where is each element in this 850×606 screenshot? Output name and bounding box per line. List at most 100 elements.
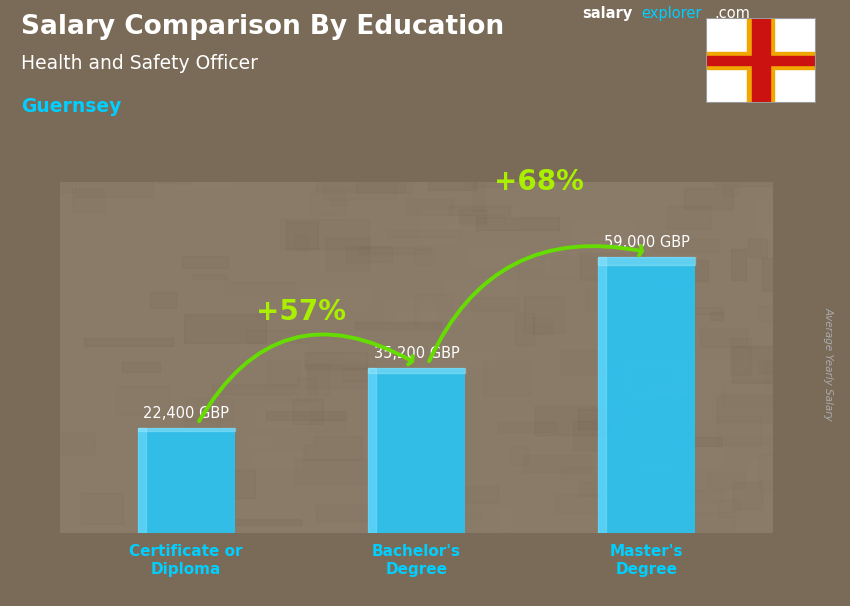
Bar xyxy=(107,312,151,349)
Bar xyxy=(309,420,345,432)
Bar xyxy=(748,239,767,257)
Bar xyxy=(598,257,606,533)
Bar xyxy=(315,505,394,521)
Bar xyxy=(759,305,793,320)
Text: +68%: +68% xyxy=(494,168,583,196)
Bar xyxy=(421,208,457,243)
Bar xyxy=(572,221,632,256)
Bar xyxy=(342,368,413,381)
Bar xyxy=(157,146,190,182)
Bar xyxy=(298,378,316,401)
Bar xyxy=(757,184,780,201)
Bar xyxy=(707,473,745,488)
Bar xyxy=(586,289,669,309)
Bar xyxy=(344,331,406,365)
Bar xyxy=(400,512,479,518)
Text: Health and Safety Officer: Health and Safety Officer xyxy=(21,54,258,73)
Bar xyxy=(485,381,534,404)
Bar xyxy=(332,224,369,234)
Bar xyxy=(428,179,488,191)
Bar xyxy=(533,317,552,333)
Bar xyxy=(138,428,145,533)
Bar xyxy=(755,199,795,236)
Bar xyxy=(246,436,272,447)
Bar xyxy=(483,361,530,395)
Bar xyxy=(616,395,633,402)
Bar xyxy=(82,493,123,524)
Bar xyxy=(219,519,302,525)
Text: Salary Comparison By Education: Salary Comparison By Education xyxy=(21,15,504,40)
Bar xyxy=(717,416,762,445)
Bar xyxy=(778,358,819,388)
Bar xyxy=(535,406,623,435)
Bar xyxy=(186,398,232,419)
Text: explorer: explorer xyxy=(642,6,702,21)
Bar xyxy=(184,314,266,343)
Bar xyxy=(372,485,424,490)
Bar xyxy=(546,253,575,275)
Bar xyxy=(640,445,724,468)
Bar xyxy=(722,381,780,406)
Bar xyxy=(465,176,514,187)
Text: 22,400 GBP: 22,400 GBP xyxy=(143,406,230,421)
Bar xyxy=(265,411,346,420)
Bar xyxy=(205,192,280,201)
Bar xyxy=(561,467,638,479)
Bar xyxy=(679,359,762,391)
Bar xyxy=(421,301,460,324)
Bar xyxy=(385,299,437,321)
Bar xyxy=(58,498,86,503)
Bar xyxy=(759,362,839,373)
Bar xyxy=(781,335,815,368)
Bar xyxy=(267,361,298,386)
Text: Guernsey: Guernsey xyxy=(21,96,122,116)
Bar xyxy=(581,253,643,280)
Bar xyxy=(762,227,850,261)
Bar xyxy=(150,292,177,308)
Bar xyxy=(560,210,622,224)
Bar xyxy=(305,351,367,368)
Bar xyxy=(324,175,394,199)
Bar xyxy=(471,297,518,311)
Bar xyxy=(508,320,555,344)
Bar xyxy=(201,218,273,225)
Bar xyxy=(224,470,255,498)
Bar xyxy=(394,381,427,387)
Bar xyxy=(442,246,527,270)
Bar xyxy=(594,235,672,264)
Bar xyxy=(143,223,220,248)
Bar xyxy=(397,312,473,320)
Text: salary: salary xyxy=(582,6,632,21)
Bar xyxy=(485,467,570,498)
Bar xyxy=(579,482,602,496)
Bar xyxy=(314,436,361,442)
Bar xyxy=(138,428,235,431)
Bar xyxy=(555,494,641,513)
Bar xyxy=(96,239,144,261)
Bar xyxy=(747,18,774,103)
Bar xyxy=(717,395,776,422)
Bar xyxy=(700,329,747,347)
Bar xyxy=(746,458,805,479)
Bar xyxy=(766,427,785,451)
Bar xyxy=(604,371,621,401)
Bar xyxy=(66,470,81,495)
Bar xyxy=(610,230,650,250)
Text: 59,000 GBP: 59,000 GBP xyxy=(604,235,689,250)
Bar xyxy=(405,428,460,438)
Bar xyxy=(454,486,498,503)
Bar xyxy=(359,459,443,487)
Bar xyxy=(355,322,440,329)
Bar xyxy=(177,175,230,188)
Bar xyxy=(734,482,762,508)
Bar xyxy=(683,513,735,531)
Bar xyxy=(430,310,484,324)
Bar xyxy=(505,277,534,286)
Bar xyxy=(667,206,711,228)
Bar xyxy=(57,158,72,192)
Bar xyxy=(407,199,453,215)
Text: .com: .com xyxy=(714,6,750,21)
Bar xyxy=(762,258,841,291)
Bar xyxy=(488,311,553,322)
Bar xyxy=(356,175,411,193)
